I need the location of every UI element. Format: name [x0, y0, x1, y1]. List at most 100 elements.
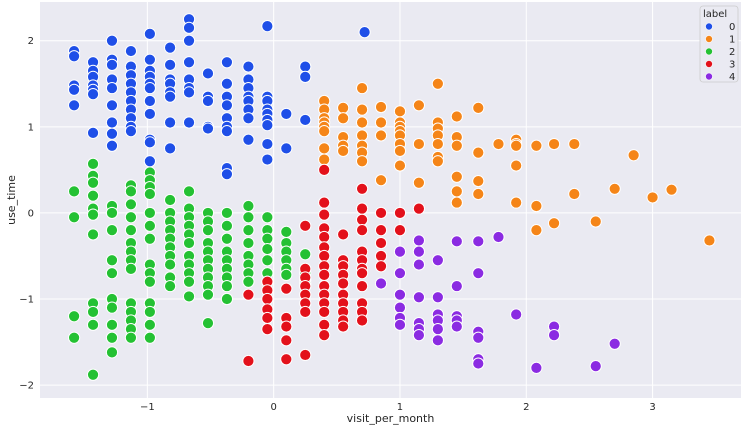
data-points	[68, 13, 716, 381]
data-point-label-4	[530, 361, 543, 374]
data-point-label-2	[68, 211, 81, 224]
data-point-label-2	[143, 187, 156, 201]
data-point-label-0	[182, 56, 196, 69]
data-point-label-0	[280, 142, 293, 155]
data-point-label-0	[105, 127, 119, 140]
data-point-label-4	[492, 230, 505, 244]
data-point-label-2	[261, 232, 274, 245]
data-point-label-0	[105, 34, 119, 47]
data-point-label-0	[68, 50, 81, 63]
data-point-label-1	[472, 146, 485, 159]
data-point-label-0	[163, 116, 177, 129]
data-point-label-2	[182, 275, 196, 288]
data-point-label-2	[86, 157, 100, 170]
data-point-label-1	[374, 174, 388, 187]
data-point-label-4	[472, 235, 485, 248]
data-point-label-2	[124, 262, 138, 275]
data-point-label-3	[337, 320, 350, 333]
data-point-label-4	[608, 337, 621, 350]
data-point-label-2	[201, 224, 215, 237]
data-point-label-2	[86, 368, 100, 381]
data-point-label-4	[431, 323, 444, 336]
data-point-label-1	[547, 217, 561, 230]
data-point-label-1	[393, 159, 407, 172]
data-point-label-2	[182, 236, 196, 250]
data-point-label-1	[337, 144, 350, 158]
data-point-label-2	[143, 232, 156, 245]
data-point-label-1	[608, 182, 621, 195]
data-point-label-0	[261, 153, 274, 166]
data-point-label-2	[124, 331, 138, 344]
grid-lines	[40, 2, 741, 398]
data-point-label-4	[589, 360, 602, 373]
data-point-label-2	[143, 219, 156, 232]
data-point-label-0	[182, 86, 196, 99]
x-axis-label: visit_per_month	[347, 412, 435, 425]
data-point-label-0	[220, 99, 234, 112]
data-point-label-1	[665, 183, 678, 196]
data-point-label-3	[242, 354, 255, 368]
legend-marker	[705, 60, 713, 68]
data-point-label-1	[450, 110, 463, 123]
legend-entry-label: 3	[729, 60, 735, 71]
data-point-label-1	[393, 144, 407, 158]
legend-marker	[705, 72, 713, 81]
legend-entry-label: 0	[729, 22, 735, 33]
x-tick-label: 1	[397, 402, 403, 413]
data-point-label-0	[124, 125, 138, 138]
data-point-label-4	[450, 320, 463, 333]
data-point-label-4	[393, 245, 407, 258]
data-point-label-1	[374, 116, 388, 129]
data-point-label-0	[68, 83, 81, 96]
data-point-label-0	[143, 27, 156, 40]
data-point-label-0	[242, 112, 255, 125]
data-point-label-4	[393, 318, 407, 331]
data-point-label-2	[143, 331, 156, 344]
data-point-label-0	[299, 113, 312, 127]
data-point-label-1	[450, 185, 463, 198]
data-point-label-3	[374, 224, 388, 237]
data-point-label-4	[412, 329, 426, 342]
data-point-label-1	[412, 176, 426, 189]
y-tick-label: −2	[19, 381, 34, 392]
data-point-label-3	[299, 348, 312, 362]
data-point-label-3	[318, 230, 331, 244]
data-point-label-0	[220, 125, 234, 138]
data-point-label-0	[242, 133, 255, 146]
data-point-label-3	[355, 202, 369, 215]
data-point-label-1	[355, 81, 369, 95]
data-point-label-3	[318, 318, 331, 331]
data-point-label-1	[450, 170, 463, 183]
data-point-label-0	[143, 81, 156, 95]
data-point-label-0	[105, 58, 119, 71]
data-point-label-2	[105, 254, 119, 267]
data-point-label-1	[337, 112, 350, 125]
data-point-label-1	[627, 149, 640, 162]
data-point-label-3	[318, 208, 331, 221]
data-point-label-3	[337, 228, 350, 241]
data-point-label-0	[163, 90, 177, 103]
data-point-label-0	[220, 168, 234, 181]
data-point-label-2	[143, 275, 156, 288]
data-point-label-3	[355, 267, 369, 280]
data-point-label-0	[261, 20, 274, 33]
data-point-label-2	[124, 224, 138, 237]
data-point-label-4	[472, 267, 485, 280]
plot-background	[40, 2, 741, 398]
data-point-label-2	[220, 232, 234, 245]
data-point-label-4	[431, 334, 444, 347]
data-point-label-4	[412, 234, 426, 247]
legend-entry-label: 1	[729, 35, 735, 46]
data-point-label-3	[280, 353, 293, 366]
data-point-label-1	[355, 116, 369, 129]
data-point-label-0	[163, 41, 177, 54]
data-point-label-0	[143, 155, 156, 168]
data-point-label-3	[337, 277, 350, 290]
data-point-label-1	[472, 187, 485, 201]
data-point-label-2	[182, 185, 196, 198]
data-point-label-1	[547, 137, 561, 151]
legend-title: label	[703, 9, 727, 20]
data-point-label-2	[105, 318, 119, 331]
data-point-label-4	[412, 291, 426, 304]
